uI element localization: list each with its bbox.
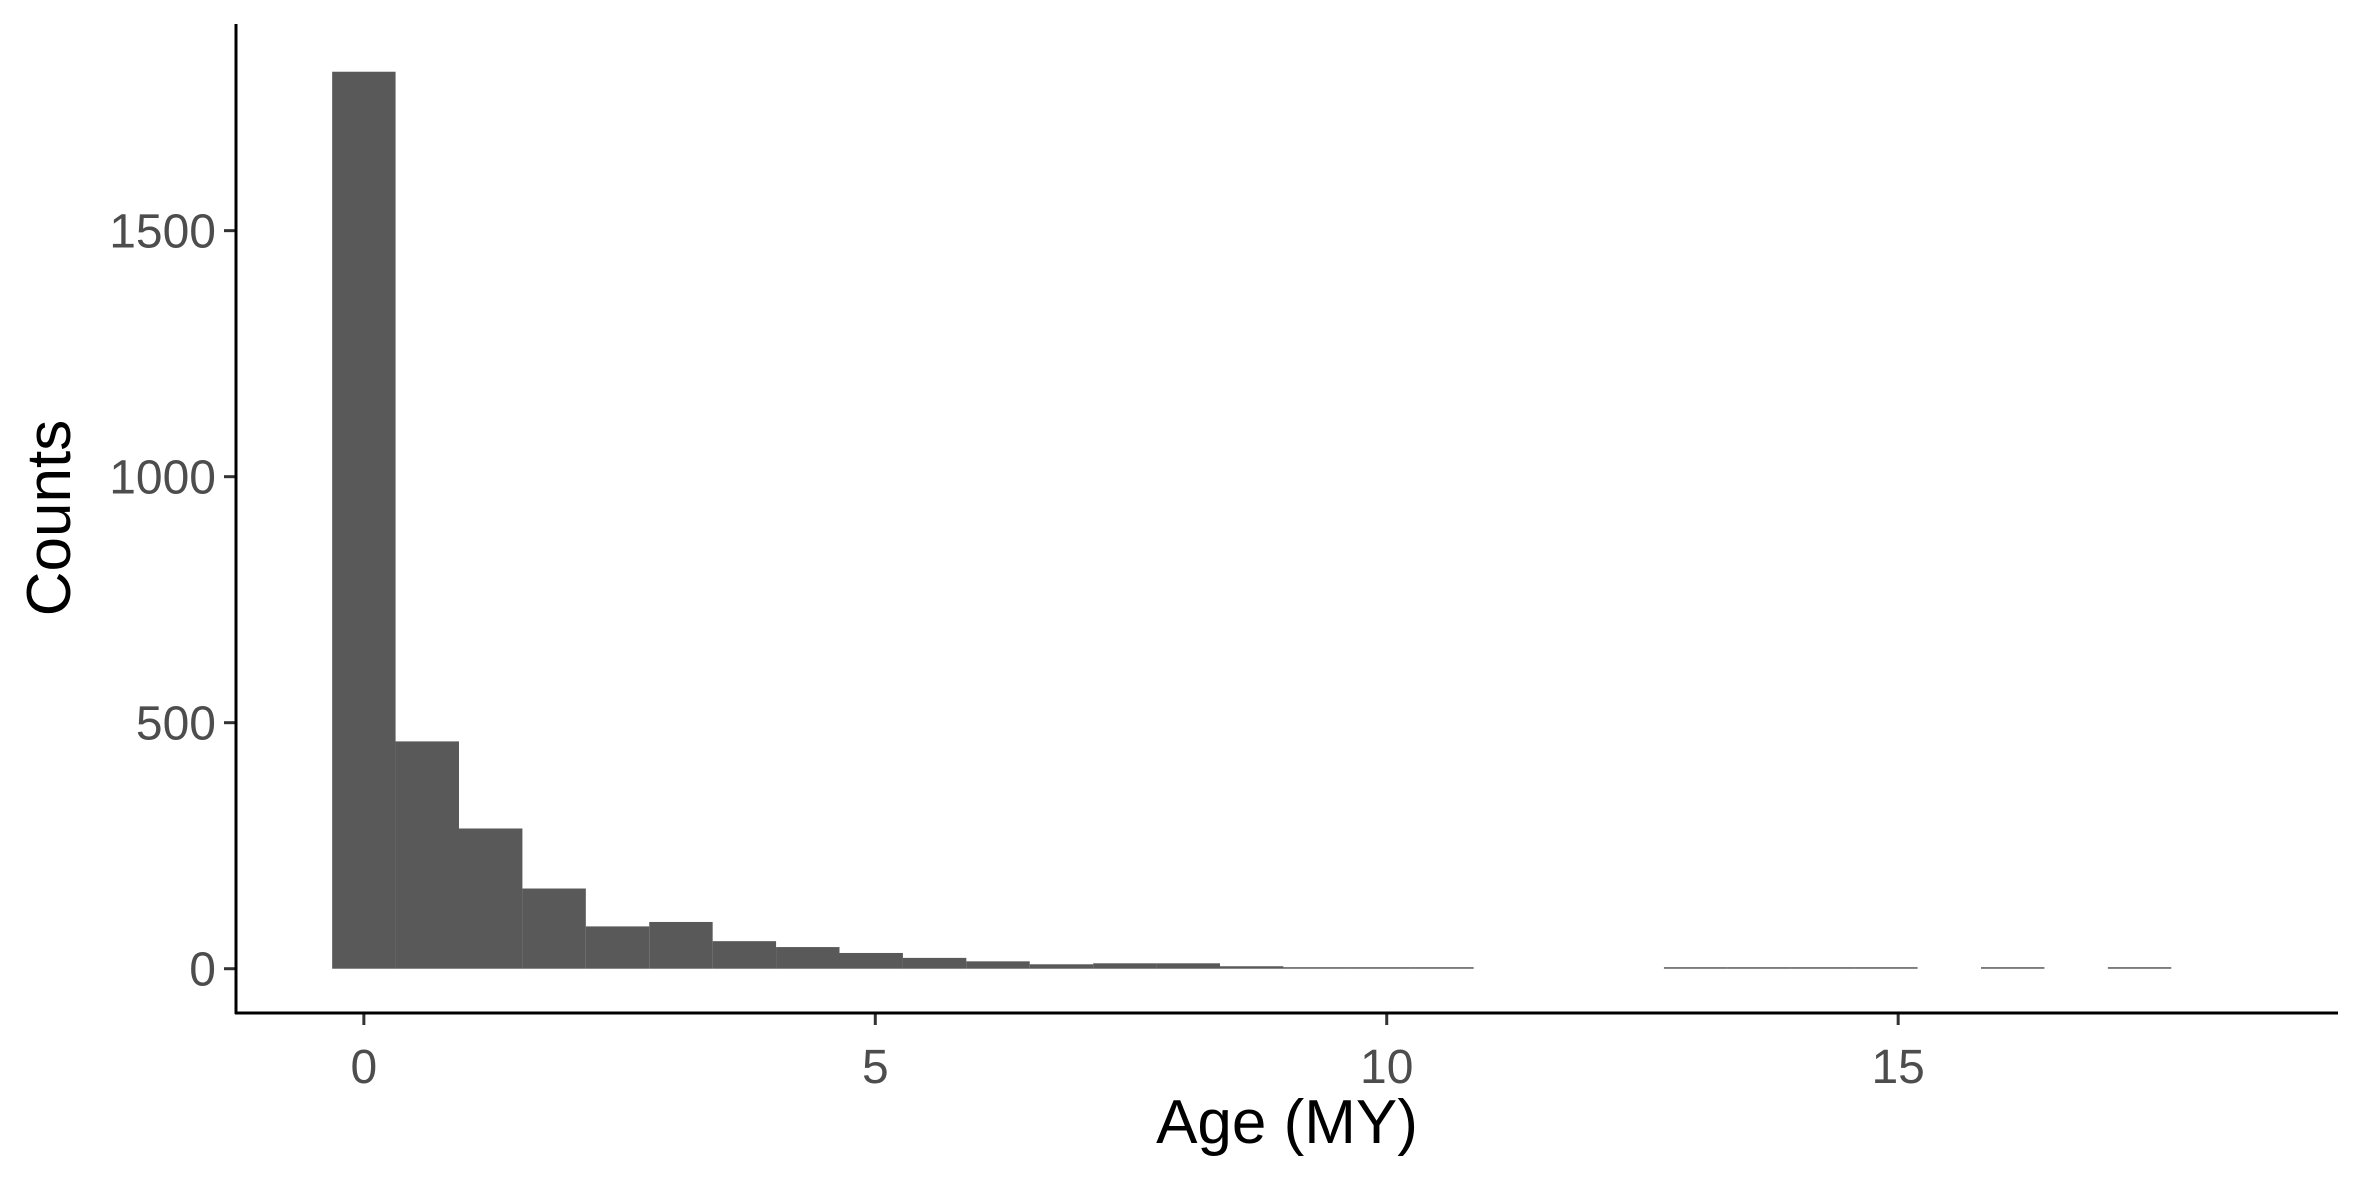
histogram-bar-17 [1410, 967, 1474, 969]
y-ticks-group: 0 500 1000 1500 [109, 206, 236, 997]
y-axis-title: Counts [15, 420, 84, 616]
x-axis-title: Age (MY) [1156, 1088, 1418, 1157]
histogram-bar-22 [1981, 967, 2045, 969]
histogram-bar-15 [1283, 967, 1347, 969]
x-tick-label: 5 [862, 1041, 889, 1094]
x-tick-label: 15 [1871, 1041, 1924, 1094]
x-tick-label: 0 [351, 1041, 378, 1094]
histogram-bar-14 [1220, 966, 1284, 969]
histogram-bar-8 [839, 952, 903, 969]
histogram-bar-10 [966, 961, 1030, 969]
histogram-bar-13 [1156, 963, 1221, 969]
histogram-bar-11 [1029, 964, 1094, 969]
histogram-bar-7 [776, 947, 840, 969]
y-tick-label: 0 [189, 944, 216, 997]
y-tick-label: 500 [136, 698, 216, 751]
histogram-bar-16 [1346, 967, 1411, 969]
bars-group [332, 71, 2172, 969]
histogram-bar-9 [902, 957, 967, 969]
histogram-bar-5 [649, 921, 713, 969]
x-ticks-group: 0 5 10 15 [351, 1013, 1925, 1094]
histogram-bar-20 [1790, 967, 1855, 969]
histogram-bar-23 [2107, 967, 2172, 969]
histogram-bar-21 [1854, 967, 1918, 969]
histogram-bar-4 [585, 926, 650, 969]
histogram-bar-12 [1093, 963, 1157, 969]
y-tick-label: 1500 [109, 206, 216, 259]
histogram-bar-18 [1663, 967, 1728, 969]
x-tick-label: 10 [1360, 1041, 1413, 1094]
histogram-bar-2 [458, 828, 523, 969]
histogram-bar-6 [712, 941, 777, 969]
histogram-bar-1 [395, 741, 459, 969]
y-tick-label: 1000 [109, 452, 216, 505]
histogram-bar-3 [522, 888, 586, 969]
histogram-bar-19 [1727, 967, 1791, 969]
histogram-bar-0 [332, 71, 396, 969]
